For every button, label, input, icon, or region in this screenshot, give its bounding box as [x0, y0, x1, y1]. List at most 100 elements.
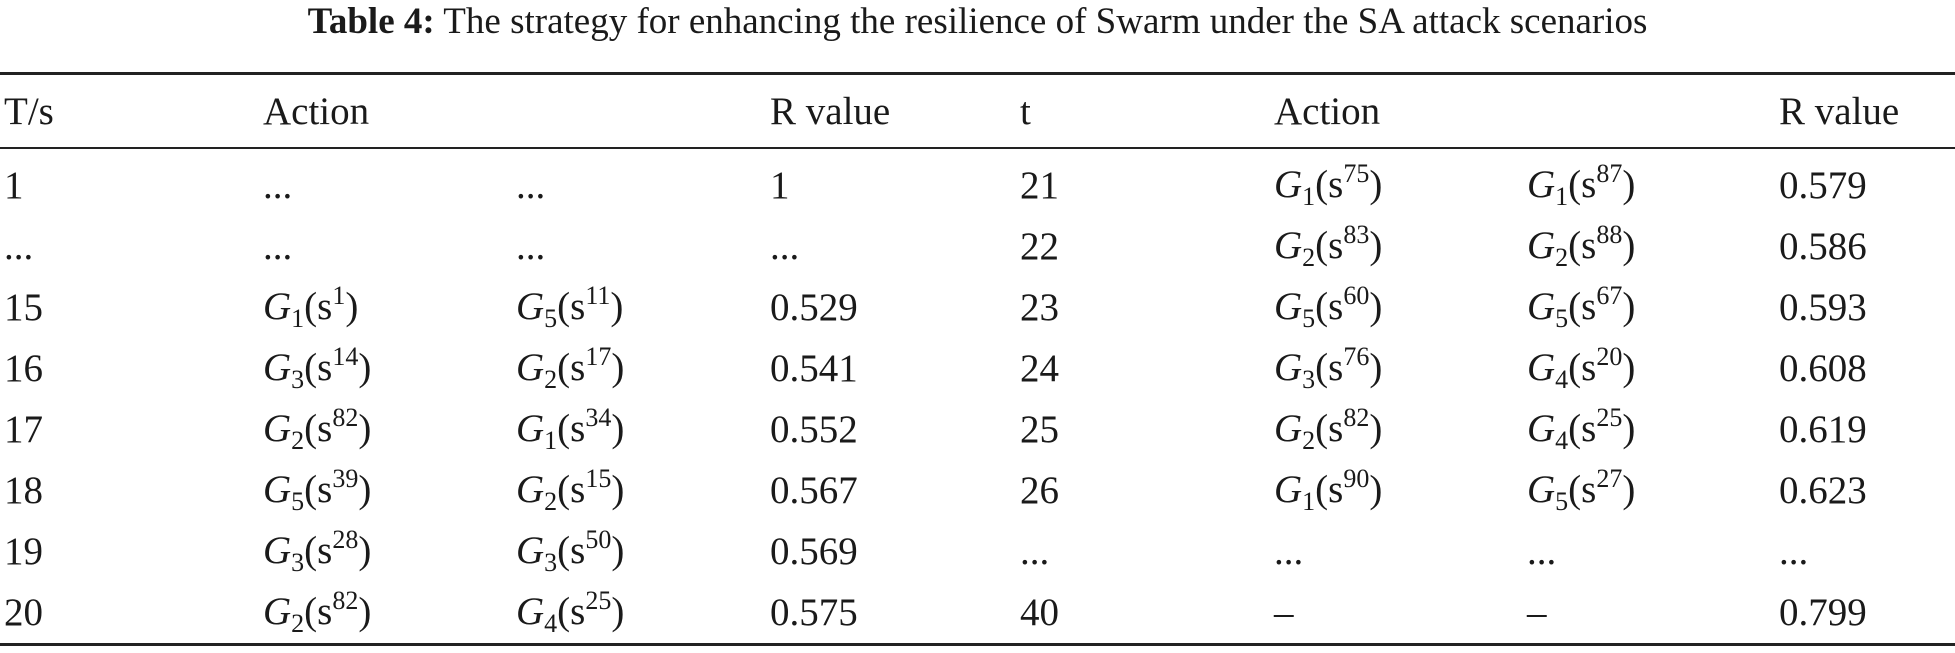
cell-sup: 87 — [1596, 159, 1623, 188]
cell-sup: 76 — [1343, 342, 1370, 371]
table-cell: 20 — [4, 591, 43, 634]
table-cell: G3(s50) — [516, 525, 625, 577]
table-cell: G2(s82) — [263, 403, 372, 455]
cell-g: G — [1274, 407, 1303, 450]
table-cell: G1(s1) — [263, 281, 359, 333]
table-cell: ... — [1020, 530, 1050, 573]
cell-sup: 82 — [1343, 403, 1370, 432]
cell-sup: 83 — [1343, 220, 1370, 249]
cell-sub: 5 — [544, 304, 558, 333]
table-cell: G2(s17) — [516, 342, 625, 394]
table-cell: 18 — [4, 469, 43, 512]
table-cell: 26 — [1020, 469, 1059, 512]
cell-g: G — [516, 529, 545, 572]
cell-sub: 4 — [1555, 365, 1569, 394]
table-cell: G4(s25) — [516, 586, 625, 638]
cell-sup: 11 — [585, 281, 611, 310]
cell-g: G — [263, 407, 292, 450]
cell-sup: 82 — [332, 586, 359, 615]
cell-base: s — [1581, 224, 1597, 267]
cell-sup: 1 — [332, 281, 346, 310]
cell-sup: 88 — [1596, 220, 1623, 249]
table-cell: 17 — [4, 408, 43, 451]
cell-g: G — [516, 590, 545, 633]
cell-sup: 60 — [1343, 281, 1370, 310]
cell-sup: 28 — [332, 525, 359, 554]
cell-sub: 1 — [1555, 182, 1569, 211]
header-cell — [516, 74, 770, 149]
table-cell: 0.541 — [770, 347, 858, 390]
cell-g: G — [1527, 468, 1556, 511]
table-cell: ... — [4, 225, 34, 268]
cell-sub: 1 — [544, 426, 558, 455]
cell-sub: 1 — [291, 304, 305, 333]
cell-base: s — [1328, 407, 1344, 450]
table-cell: 1 — [4, 164, 24, 207]
cell-g: G — [1274, 285, 1303, 328]
cell-base: s — [1581, 468, 1597, 511]
table-cell: G2(s83) — [1274, 220, 1383, 272]
table-label: Table 4: — [307, 1, 435, 42]
table-cell: 24 — [1020, 347, 1059, 390]
cell-g: G — [263, 346, 292, 389]
header-cell: t — [1020, 89, 1031, 133]
table-cell: 0.586 — [1779, 225, 1867, 268]
table-row: 19 G3(s28) G3(s50) 0.569............ — [0, 521, 1955, 582]
table-cell: 0.579 — [1779, 164, 1867, 207]
cell-base: s — [1581, 407, 1597, 450]
cell-base: s — [317, 285, 333, 328]
cell-base: s — [570, 529, 586, 572]
cell-sub: 3 — [291, 365, 305, 394]
cell-g: G — [263, 590, 292, 633]
table-cell: 0.623 — [1779, 469, 1867, 512]
table-cell: G5(s11) — [516, 281, 624, 333]
cell-base: s — [317, 590, 333, 633]
cell-g: G — [263, 468, 292, 511]
cell-base: s — [1581, 163, 1597, 206]
cell-g: G — [1527, 224, 1556, 267]
cell-sub: 3 — [1302, 365, 1316, 394]
cell-sup: 34 — [585, 403, 612, 432]
table-cell: G5(s67) — [1527, 281, 1636, 333]
cell-g: G — [1274, 468, 1303, 511]
table-title: The strategy for enhancing the resilienc… — [443, 1, 1648, 42]
cell-g: G — [1274, 224, 1303, 267]
cell-sub: 1 — [1302, 487, 1316, 516]
cell-sub: 3 — [544, 548, 558, 577]
cell-sub: 5 — [1555, 487, 1569, 516]
header-cell: R value — [1779, 89, 1900, 133]
cell-g: G — [263, 285, 292, 328]
cell-sup: 25 — [1596, 403, 1623, 432]
table-cell: 16 — [4, 347, 43, 390]
table-cell: G3(s76) — [1274, 342, 1383, 394]
table-cell: 0.569 — [770, 530, 858, 573]
cell-sup: 39 — [332, 464, 359, 493]
table-row: 15 G1(s1) G5(s11) 0.529 23 G5(s60) G5(s67) 0.59… — [0, 277, 1955, 338]
cell-sub: 1 — [1302, 182, 1316, 211]
cell-sub: 2 — [291, 609, 305, 638]
table-cell: 0.567 — [770, 469, 858, 512]
table-cell: G2(s82) — [263, 586, 372, 638]
header-cell: Action — [263, 89, 370, 133]
table-row: 1...... 1 21 G1(s75) G1(s87) 0.579 — [0, 148, 1955, 216]
cell-sup: 67 — [1596, 281, 1623, 310]
header-cell: R value — [770, 89, 891, 133]
header-cell: T/s — [4, 89, 54, 133]
table-cell: 0.608 — [1779, 347, 1867, 390]
cell-base: s — [317, 529, 333, 572]
cell-g: G — [1527, 346, 1556, 389]
table-cell: G2(s88) — [1527, 220, 1636, 272]
cell-sub: 2 — [1555, 243, 1569, 272]
cell-base: s — [570, 346, 586, 389]
table-cell: ... — [516, 164, 546, 207]
header-row: T/s Action R value t Action R value — [0, 73, 1955, 149]
header-cell: Action — [1274, 89, 1381, 133]
table-cell: G3(s14) — [263, 342, 372, 394]
cell-sub: 2 — [1302, 243, 1316, 272]
cell-sup: 90 — [1343, 464, 1370, 493]
cell-sup: 14 — [332, 342, 359, 371]
strategy-table: T/s Action R value t Action R value 1...… — [0, 72, 1955, 646]
cell-sub: 2 — [1302, 426, 1316, 455]
table-cell: 25 — [1020, 408, 1059, 451]
cell-sub: 2 — [544, 487, 558, 516]
